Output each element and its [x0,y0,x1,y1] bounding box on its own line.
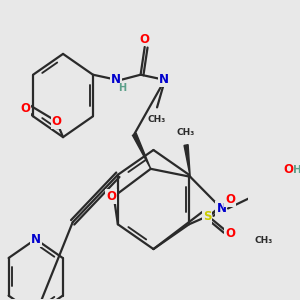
Text: H: H [118,82,127,93]
Text: S: S [203,210,212,223]
Text: O: O [140,32,150,46]
Text: O: O [225,193,235,206]
Polygon shape [253,196,262,227]
Polygon shape [133,133,151,169]
Text: N: N [159,73,169,86]
Text: CH₃: CH₃ [148,115,166,124]
Text: O: O [52,115,61,128]
Text: O: O [106,190,116,203]
Text: CH₃: CH₃ [254,236,272,245]
Text: N: N [216,202,226,215]
Text: CH₃: CH₃ [177,128,195,137]
Text: H: H [293,165,300,175]
Text: O: O [20,102,30,115]
Text: O: O [284,163,294,176]
Polygon shape [184,145,190,177]
Text: N: N [31,233,41,246]
Text: O: O [225,227,235,240]
Text: N: N [111,73,121,86]
